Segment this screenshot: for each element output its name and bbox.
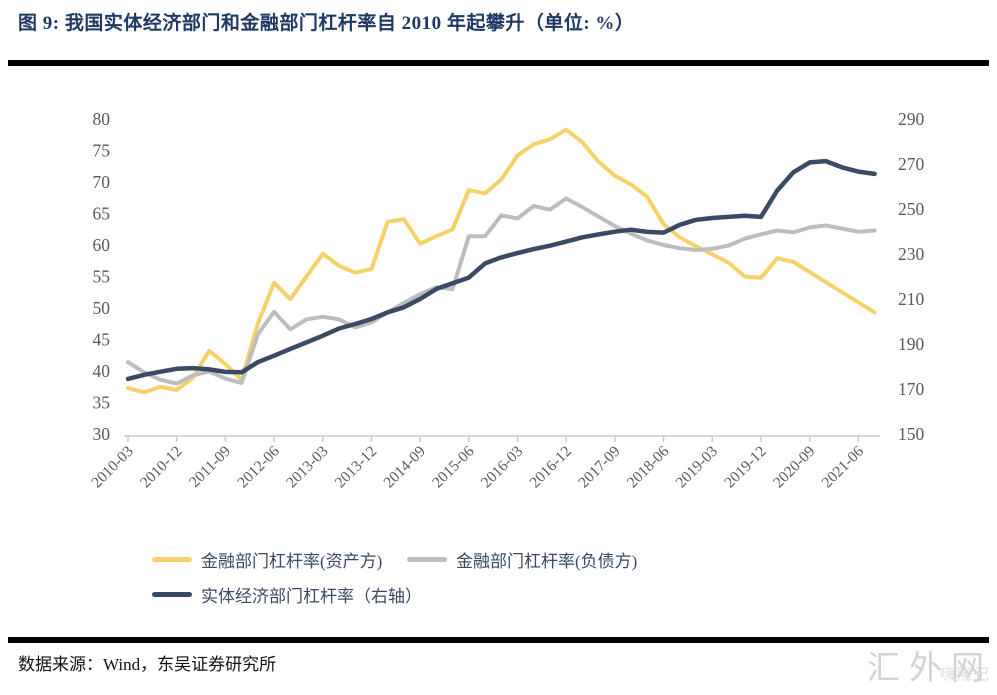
x-axis-label: 2011-09 xyxy=(186,443,234,491)
x-axis-label: 2016-12 xyxy=(526,443,575,492)
legend-label-liabilities: 金融部门杠杆率(负债方) xyxy=(456,551,638,571)
x-axis-label: 2017-09 xyxy=(575,443,624,492)
left-axis-label: 30 xyxy=(93,424,111,444)
right-axis-label: 290 xyxy=(898,109,925,129)
x-axis-label: 2010-12 xyxy=(137,443,186,492)
watermark-huiwaiwang: 汇外网 xyxy=(867,651,993,687)
x-axis-label: 2018-06 xyxy=(624,443,673,492)
left-axis-label: 75 xyxy=(93,141,111,161)
x-axis-label: 2020-09 xyxy=(770,443,819,492)
legend-swatch-real-economy-line xyxy=(152,591,192,597)
series-line-1 xyxy=(126,196,877,386)
leverage-ratio-line-chart: 2010-03 2010-12 2011-09 2012-06 2013-03 2013-… xyxy=(88,109,925,492)
x-axis-label: 2013-12 xyxy=(332,443,381,492)
left-axis-label: 65 xyxy=(93,204,111,224)
legend-label-assets: 金融部门杠杆率(资产方) xyxy=(201,551,383,571)
left-axis-label: 50 xyxy=(93,298,111,318)
legend-item-financial-assets: 金融部门杠杆率(资产方) xyxy=(152,549,383,571)
top-divider-rule xyxy=(8,60,989,66)
right-axis-label: 210 xyxy=(898,289,925,309)
x-axis-label: 2019-12 xyxy=(721,443,770,492)
series-line-0 xyxy=(126,127,877,395)
legend-item-financial-liabilities: 金融部门杠杆率(负债方) xyxy=(407,549,638,571)
right-axis-label: 250 xyxy=(898,199,925,219)
data-source-note: 数据来源：Wind，东吴证券研究所 xyxy=(18,655,277,674)
left-axis-label: 60 xyxy=(93,235,111,255)
x-axis-label: 2010-03 xyxy=(88,443,137,492)
x-axis-label: 2015-06 xyxy=(429,443,478,492)
figure-title: 图 9: 我国实体经济部门和金融部门杠杆率自 2010 年起攀升（单位: %） xyxy=(18,13,635,34)
watermark-logo-text: 嗨隆记 xyxy=(939,667,991,683)
right-axis-label: 170 xyxy=(898,379,925,399)
left-axis-label: 70 xyxy=(93,172,111,192)
legend-item-real-economy: 实体经济部门杠杆率（右轴） xyxy=(152,584,422,606)
left-axis-label: 45 xyxy=(93,330,111,350)
x-axis-label: 2013-03 xyxy=(283,443,332,492)
left-axis-label: 80 xyxy=(93,109,111,129)
x-axis-label: 2016-03 xyxy=(478,443,527,492)
x-axis-label: 2012-06 xyxy=(234,443,283,492)
series-line-2 xyxy=(125,158,877,382)
left-axis-label: 35 xyxy=(93,393,111,413)
right-axis-label: 230 xyxy=(898,244,925,264)
legend-swatch-assets-line xyxy=(152,556,192,562)
left-axis-label: 55 xyxy=(93,267,111,287)
legend-label-real-economy: 实体经济部门杠杆率（右轴） xyxy=(201,586,422,606)
left-axis-label: 40 xyxy=(93,361,111,381)
right-axis-label: 190 xyxy=(898,334,925,354)
right-axis-label: 270 xyxy=(898,154,925,174)
x-axis-label: 2014-09 xyxy=(380,443,429,492)
right-axis-label: 150 xyxy=(898,424,925,444)
x-axis-label: 2021-06 xyxy=(819,443,868,492)
legend-swatch-liabilities-line xyxy=(407,556,447,562)
bottom-divider-rule xyxy=(8,637,989,643)
x-axis-label: 2019-03 xyxy=(673,443,722,492)
